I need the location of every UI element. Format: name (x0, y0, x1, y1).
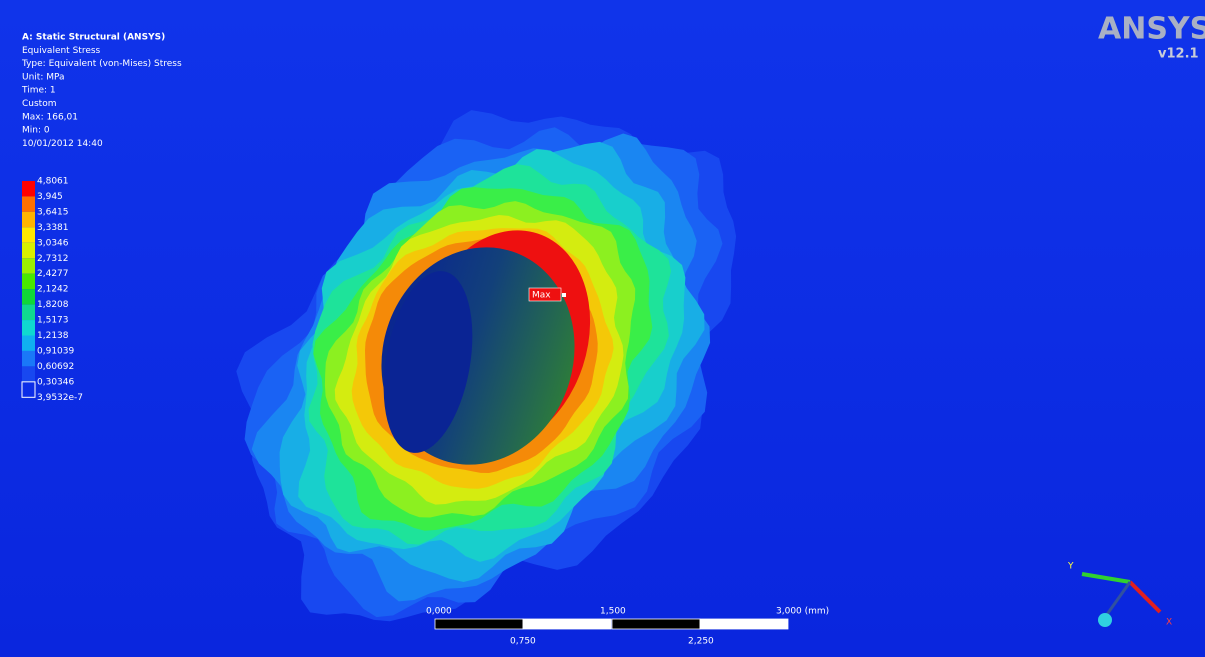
legend-swatch (22, 258, 35, 273)
logo-version: v12.1 (1158, 47, 1199, 62)
legend-swatch (22, 227, 35, 242)
legend-label: 1,2138 (37, 331, 69, 341)
logo-brand: ANSYS (1098, 12, 1205, 47)
legend-label: 0,30346 (37, 377, 74, 387)
legend-label: 3,945 (37, 192, 63, 202)
scale-label: 1,500 (600, 607, 626, 617)
scale-segment (612, 619, 700, 629)
legend-swatch (22, 243, 35, 258)
probe-point (562, 293, 566, 297)
header-line: Custom (22, 99, 56, 109)
legend-label: 2,4277 (37, 269, 69, 279)
header-line: Time: 1 (21, 86, 56, 96)
legend-label: 1,8208 (37, 300, 69, 310)
header-line: Unit: MPa (22, 72, 65, 82)
triad-label: X (1166, 618, 1172, 628)
legend-swatch (22, 212, 35, 227)
header-line: Equivalent Stress (22, 46, 101, 56)
legend-label: 3,3381 (37, 223, 69, 233)
legend-label: 2,1242 (37, 285, 69, 295)
header-line: Type: Equivalent (von-Mises) Stress (21, 59, 182, 69)
header-line: Max: 166,01 (22, 112, 78, 122)
header-line: A: Static Structural (ANSYS) (22, 33, 165, 43)
legend-swatch (22, 196, 35, 211)
legend-swatch (22, 289, 35, 304)
scale-label: 2,250 (688, 637, 714, 647)
scale-label: 0,000 (426, 607, 452, 617)
triad-z-sphere (1098, 613, 1112, 627)
legend-label: 4,8061 (37, 177, 69, 187)
triad-label: Y (1067, 562, 1074, 572)
header-line: Min: 0 (22, 126, 50, 136)
legend-swatch (22, 366, 35, 381)
scale-segment (435, 619, 523, 629)
probe-label: Max (532, 291, 551, 301)
legend-swatch (22, 336, 35, 351)
header-line: 10/01/2012 14:40 (22, 139, 103, 149)
legend-swatch (22, 382, 35, 397)
legend-label: 3,0346 (37, 238, 69, 248)
viewport: A: Static Structural (ANSYS) Equivalent S… (0, 0, 1205, 657)
scale-segment (523, 619, 611, 629)
legend-label: 3,6415 (37, 207, 69, 217)
legend-swatch (22, 320, 35, 335)
page: {"header": {"lines": ["A: Static Structu… (0, 0, 1205, 657)
legend-swatch (22, 274, 35, 289)
legend-label: 3,9532e-7 (37, 393, 83, 403)
legend-swatch (22, 181, 35, 196)
legend-label: 0,91039 (37, 346, 74, 356)
legend-label: 1,5173 (37, 316, 69, 326)
legend-label: 2,7312 (37, 254, 69, 264)
scale-segment (700, 619, 788, 629)
legend-swatch (22, 351, 35, 366)
legend-swatch (22, 305, 35, 320)
legend-label: 0,60692 (37, 362, 74, 372)
scale-label: 3,000 (mm) (776, 607, 829, 617)
scale-label: 0,750 (510, 637, 536, 647)
